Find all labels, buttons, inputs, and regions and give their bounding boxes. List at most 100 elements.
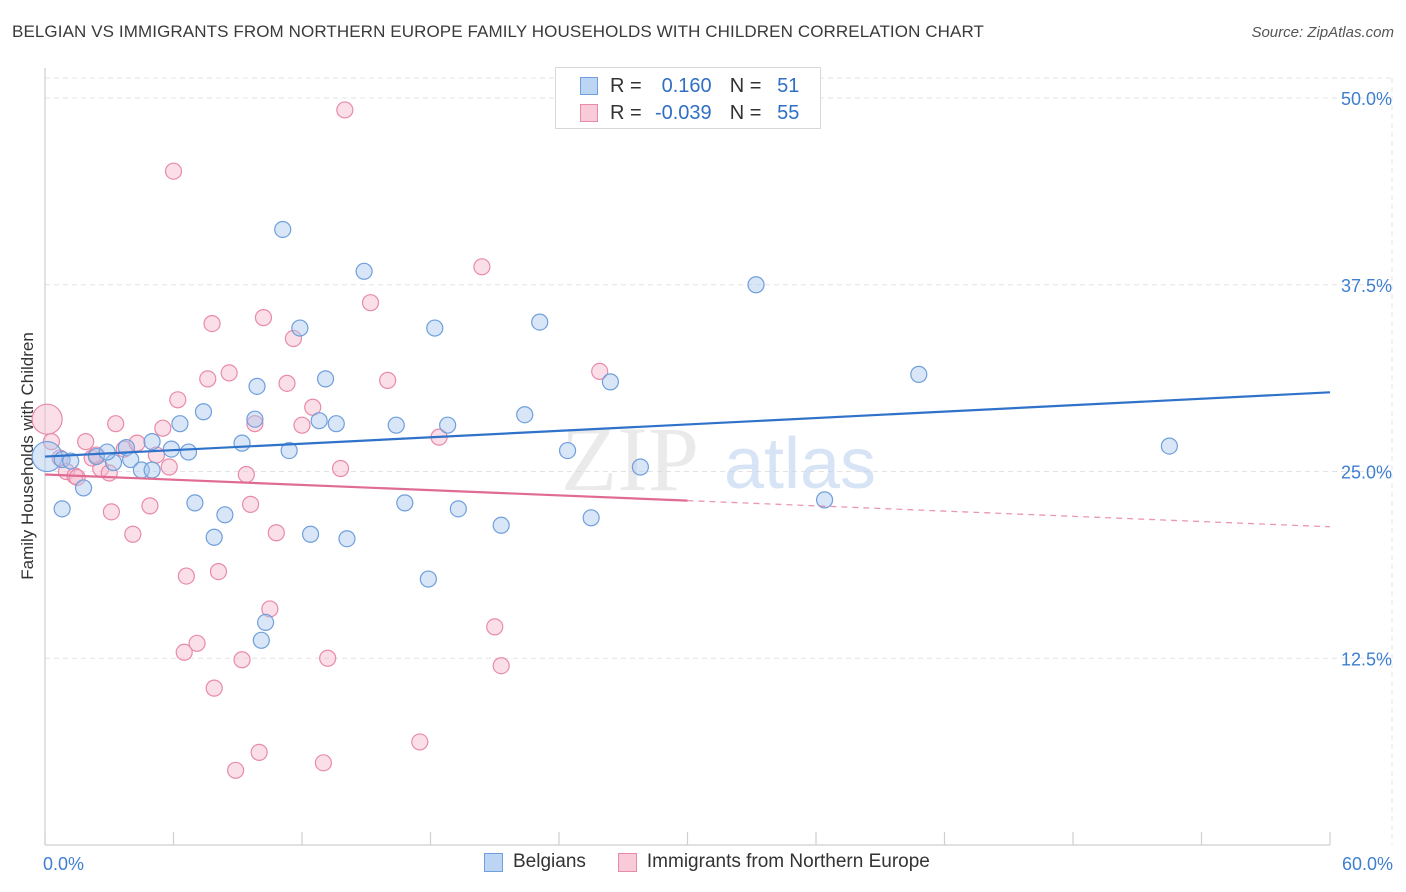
belgian-point [387, 416, 405, 434]
belgian-point [601, 373, 620, 391]
belgian-point [171, 415, 189, 433]
immigrant-point [102, 503, 120, 521]
belgian-point [143, 461, 161, 479]
belgian-point [582, 509, 600, 527]
immigrant-point [188, 634, 206, 652]
source-label: Source: ZipAtlas.com [1251, 24, 1394, 41]
y-tick-label: 37.5% [1341, 276, 1392, 296]
gridlines [45, 77, 1393, 845]
immigrants-legend-label: Immigrants from Northern Europe [646, 851, 930, 872]
r-value: 0.160 [661, 74, 712, 97]
immigrant-point [254, 309, 273, 327]
belgian-point [492, 516, 510, 534]
data-points [31, 101, 1178, 779]
n-value: 55 [777, 101, 800, 124]
immigrant-point [164, 162, 183, 180]
belgian-point [274, 220, 292, 239]
trend-line-solid [44, 391, 1331, 458]
belgian-point [355, 262, 373, 280]
y-tick-label: 25.0% [1341, 463, 1392, 483]
belgian-point [291, 319, 309, 337]
immigrant-point [31, 403, 63, 435]
immigrant-point [250, 743, 268, 761]
belgians-legend-swatch [484, 852, 503, 872]
belgian-point [248, 377, 266, 395]
y-tick-label: 12.5% [1341, 649, 1392, 669]
watermark: ZIP atlas [561, 408, 876, 510]
immigrant-point [379, 371, 397, 389]
immigrant-point [169, 391, 187, 409]
immigrant-point [68, 468, 86, 487]
belgian-point [74, 479, 93, 497]
immigrant-point [242, 495, 260, 513]
belgian-point [53, 500, 71, 518]
y-tick-label: 50.0% [1341, 89, 1392, 109]
watermark-atlas: atlas [724, 424, 876, 504]
immigrant-point [267, 524, 285, 542]
trend-line-dashed [687, 499, 1331, 528]
belgian-point [815, 491, 834, 509]
belgian-point [205, 528, 223, 546]
immigrant-point [107, 415, 125, 433]
belgian-point [426, 319, 444, 337]
tick-labels: 12.5% 25.0% 37.5% 50.0% 0.0% 60.0% [43, 89, 1393, 874]
immigrant-point [177, 567, 195, 585]
belgians-legend-label: Belgians [513, 851, 586, 872]
immigrant-point [199, 370, 217, 388]
immigrant-point [124, 525, 142, 543]
belgian-point [179, 443, 198, 461]
immigrant-point [411, 733, 429, 751]
immigrant-point [492, 657, 510, 675]
immigrant-point [175, 643, 193, 661]
immigrant-point [319, 649, 337, 667]
immigrant-point [141, 497, 159, 515]
belgian-point [310, 412, 328, 430]
x-tick-label: 0.0% [43, 854, 84, 874]
belgians-swatch [580, 77, 598, 95]
belgian-point [62, 452, 80, 470]
belgian-point [338, 530, 356, 548]
belgian-point [301, 525, 320, 543]
belgian-point [186, 494, 204, 512]
immigrant-point [331, 459, 350, 478]
stats-legend: R = 0.160 N = 51 R = -0.039 N = 55 [555, 67, 821, 129]
belgian-point [631, 458, 649, 476]
watermark-zip: ZIP [561, 408, 699, 510]
immigrant-point [209, 562, 228, 581]
immigrant-point [233, 651, 251, 669]
series-legend: Belgians Immigrants from Northern Europe [484, 851, 930, 873]
belgian-point [316, 370, 335, 388]
belgian-point [449, 500, 467, 518]
belgian-point [396, 494, 414, 512]
immigrant-point [591, 362, 609, 381]
belgian-point [558, 441, 577, 460]
immigrant-point [203, 314, 221, 333]
belgian-point [87, 447, 106, 466]
x-tick-label: 60.0% [1342, 854, 1393, 874]
immigrants-swatch [580, 104, 598, 122]
immigrant-point [314, 754, 333, 772]
belgian-point [327, 415, 345, 433]
belgian-point [516, 406, 534, 424]
immigrant-point [220, 364, 238, 382]
immigrant-point [227, 761, 245, 779]
belgian-point [439, 416, 457, 434]
r-label: R = [610, 101, 642, 124]
immigrant-point [237, 465, 255, 484]
belgian-point [104, 453, 123, 472]
belgian-point [194, 403, 213, 421]
belgian-point [910, 365, 928, 383]
trend-lines [44, 391, 1331, 528]
immigrant-point [246, 415, 264, 433]
belgian-point [252, 631, 270, 649]
belgian-point [1160, 437, 1178, 455]
immigrant-point [278, 374, 296, 392]
trend-line-solid [44, 473, 688, 502]
belgian-point [419, 570, 437, 588]
belgian-point [280, 441, 298, 460]
immigrant-point [154, 419, 172, 437]
stats-row-immigrants: R = -0.039 N = 55 [580, 100, 799, 126]
n-value: 51 [777, 74, 800, 97]
chart-title: BELGIAN VS IMMIGRANTS FROM NORTHERN EURO… [12, 22, 985, 41]
